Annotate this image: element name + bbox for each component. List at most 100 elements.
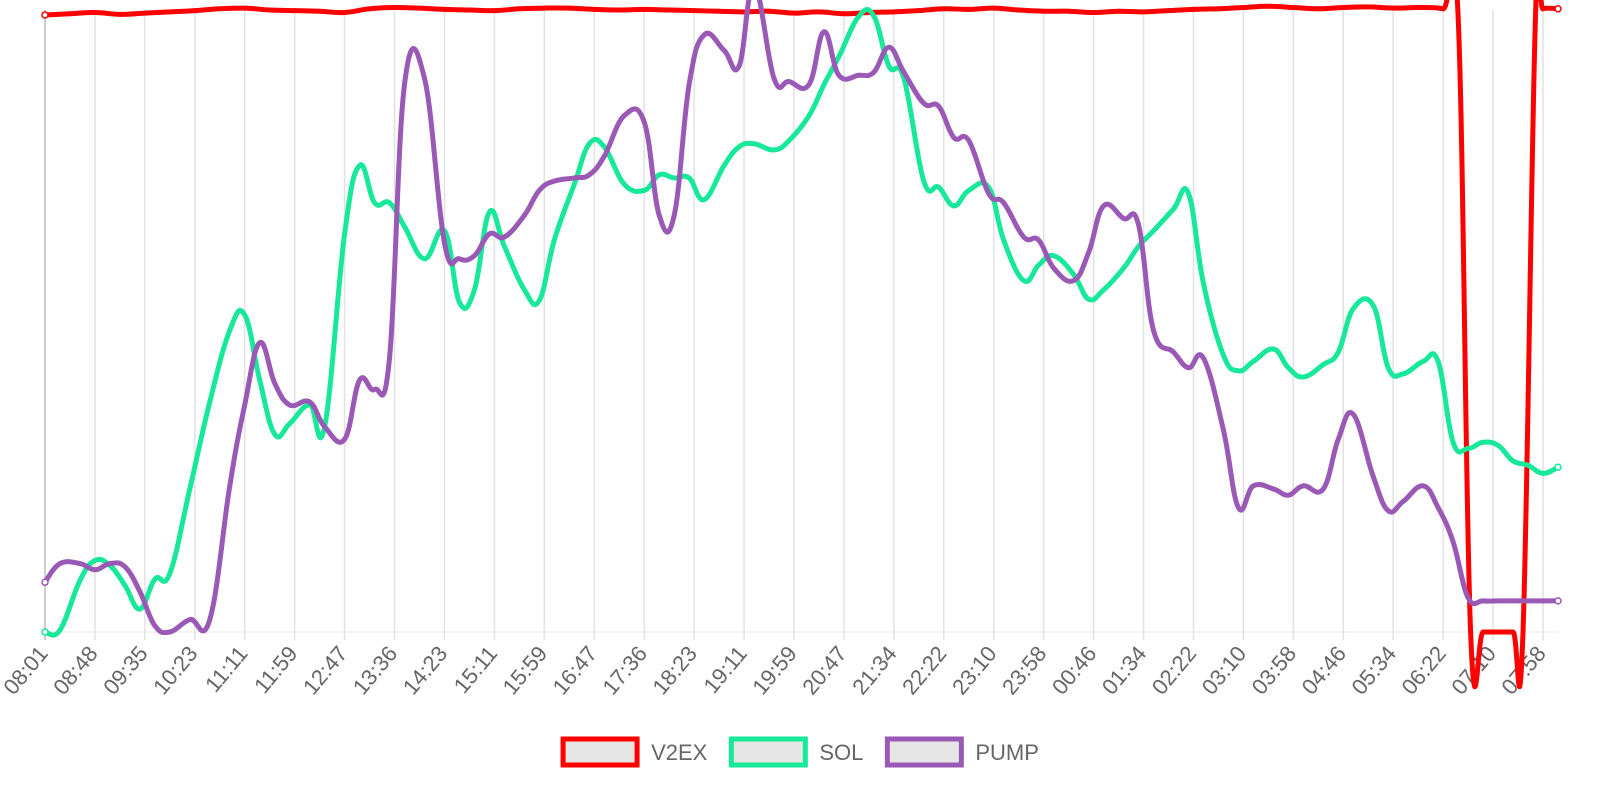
data-point (1141, 9, 1146, 15)
x-tick-label: 08:01 (0, 641, 53, 699)
data-point (192, 8, 198, 14)
data-point (1495, 442, 1501, 448)
x-tick-label: 19:11 (698, 641, 751, 698)
data-point (442, 240, 447, 246)
series-line-v2ex (42, 0, 1561, 690)
data-point (1235, 505, 1241, 511)
data-point (372, 200, 378, 206)
data-point (1495, 629, 1501, 635)
data-point (1290, 5, 1296, 10)
data-point (272, 380, 278, 386)
data-point (117, 11, 123, 17)
data-point (417, 5, 422, 11)
data-point (1540, 598, 1546, 604)
data-point (122, 564, 128, 570)
data-point (1071, 278, 1077, 284)
data-point (1136, 222, 1141, 228)
data-point (1101, 203, 1107, 209)
data-point (736, 144, 742, 150)
legend-swatch-v2ex (560, 736, 640, 768)
data-point (1520, 629, 1526, 635)
data-point (466, 7, 472, 13)
series-line-pump (42, 0, 1561, 636)
data-point (586, 141, 592, 147)
data-point (686, 175, 692, 181)
data-point (491, 8, 497, 14)
data-point (1554, 597, 1562, 605)
data-point (1510, 629, 1516, 635)
data-point (137, 606, 143, 612)
data-point (856, 72, 862, 78)
data-point (67, 11, 73, 17)
data-point (357, 163, 363, 168)
data-point (1086, 250, 1092, 256)
data-point (786, 79, 792, 84)
data-point (1250, 483, 1256, 489)
data-point (1121, 265, 1127, 271)
data-point (1465, 595, 1471, 601)
data-point (1235, 368, 1241, 374)
x-tick-label: 16:47 (548, 641, 603, 699)
data-point (342, 436, 348, 442)
data-point (571, 181, 577, 187)
data-point (716, 8, 722, 14)
data-point (1091, 10, 1097, 15)
data-point (1171, 349, 1176, 355)
data-point (1400, 371, 1406, 377)
data-point (501, 234, 507, 240)
data-point (77, 577, 83, 583)
data-point (486, 231, 492, 237)
data-point (1315, 6, 1321, 12)
data-point (1468, 629, 1474, 635)
data-point (92, 10, 98, 15)
x-tick-label: 15:59 (498, 641, 553, 699)
data-point (357, 377, 363, 383)
data-point (486, 209, 492, 215)
series-line-sol (42, 6, 1561, 638)
data-point (986, 191, 992, 196)
data-point (501, 243, 507, 249)
data-point (551, 178, 557, 184)
series-sol (41, 6, 1562, 638)
x-tick-label: 03:58 (1247, 641, 1302, 699)
x-tick-label: 09:35 (98, 641, 153, 699)
data-point (77, 561, 83, 567)
data-point (1480, 629, 1486, 635)
x-tick-label: 12:47 (298, 641, 353, 699)
data-point (92, 558, 98, 563)
data-point (422, 256, 427, 262)
data-point (402, 224, 407, 229)
data-point (701, 32, 707, 38)
x-tick-label: 23:58 (997, 641, 1052, 699)
legend-item-pump[interactable]: PUMP (884, 736, 1039, 768)
data-point (1480, 598, 1486, 604)
data-point (387, 355, 392, 361)
data-point (167, 571, 173, 576)
data-point (1066, 8, 1072, 14)
data-point (287, 421, 293, 427)
legend-item-sol[interactable]: SOL (728, 736, 863, 768)
x-tick-label: 22:22 (897, 641, 952, 699)
data-point (456, 256, 462, 262)
series-pump (41, 0, 1562, 636)
data-point (1440, 6, 1446, 12)
data-point (1041, 8, 1047, 14)
data-point (137, 589, 143, 595)
data-point (1335, 436, 1341, 442)
data-point (257, 340, 263, 346)
data-point (1400, 498, 1406, 504)
data-point (1285, 492, 1291, 498)
data-point (641, 119, 647, 125)
data-point (771, 147, 777, 153)
data-point (1021, 234, 1027, 240)
data-point (372, 386, 378, 392)
data-point (1385, 508, 1391, 514)
legend-item-v2ex[interactable]: V2EX (560, 736, 708, 768)
data-point (691, 8, 697, 14)
data-point (821, 29, 827, 35)
data-point (242, 402, 248, 408)
data-point (1540, 470, 1546, 476)
data-point (307, 399, 313, 405)
legend[interactable]: V2EX SOL PUMP (560, 736, 1039, 768)
